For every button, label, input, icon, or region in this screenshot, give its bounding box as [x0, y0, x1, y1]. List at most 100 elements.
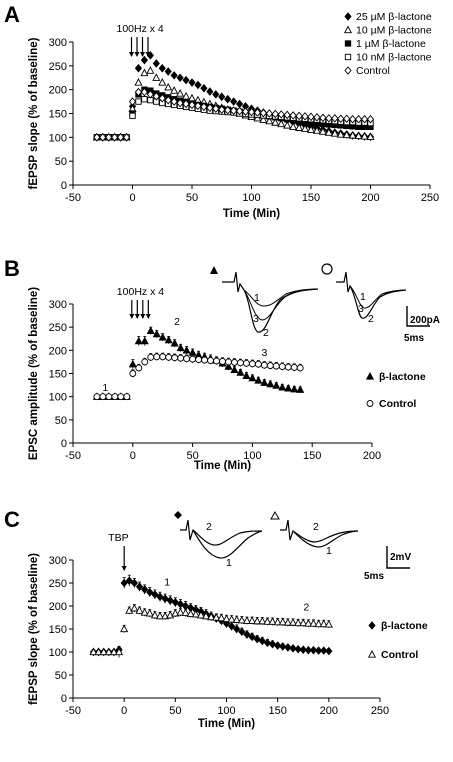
- data-point: [274, 641, 282, 650]
- data-point: [183, 355, 191, 363]
- data-point: [188, 100, 196, 110]
- data-point: [360, 114, 369, 124]
- data-point: [123, 393, 131, 401]
- data-point: [271, 118, 280, 126]
- point-label: 3: [261, 347, 267, 359]
- y-tick-label: 300: [49, 555, 67, 567]
- data-point: [206, 87, 214, 96]
- data-point: [171, 354, 179, 362]
- data-point: [294, 644, 302, 654]
- data-point: [128, 97, 137, 106]
- data-point: [268, 617, 277, 625]
- data-point: [140, 87, 148, 97]
- point-label: 2: [174, 316, 180, 328]
- data-point: [189, 355, 197, 363]
- data-point: [164, 95, 172, 105]
- x-tick-label: 150: [268, 705, 286, 717]
- x-tick-label: -50: [65, 705, 81, 717]
- data-point: [254, 375, 263, 384]
- data-point: [237, 615, 246, 624]
- control-trace-label-2: 2: [368, 313, 374, 325]
- data-point: [306, 125, 316, 133]
- data-point: [295, 111, 303, 121]
- data-point: [331, 113, 339, 123]
- data-point: [117, 393, 125, 401]
- data-point: [337, 114, 345, 124]
- control-fepsp-trace-label-1: 1: [326, 545, 332, 557]
- data-point: [315, 646, 323, 655]
- legend-label: β-lactone: [379, 371, 426, 383]
- data-point: [182, 99, 190, 109]
- data-point: [120, 578, 128, 588]
- data-point: [238, 627, 246, 637]
- data-point: [289, 644, 297, 653]
- data-point: [109, 647, 118, 656]
- data-point: [128, 359, 137, 368]
- data-point: [241, 107, 250, 116]
- data-point: [200, 102, 208, 112]
- x-tick-label: 100: [242, 192, 260, 204]
- trace-label-2: 2: [263, 327, 269, 339]
- data-point: [159, 353, 167, 361]
- legend-label: 10 nM β-lactone: [356, 52, 432, 64]
- data-point: [236, 106, 244, 116]
- data-point: [195, 356, 203, 364]
- data-point: [111, 393, 119, 401]
- data-point: [218, 105, 226, 114]
- data-point: [141, 585, 149, 594]
- control-trace-label-1: 1: [360, 291, 366, 303]
- data-point: [243, 630, 251, 639]
- data-point: [155, 611, 165, 620]
- data-point: [188, 348, 197, 356]
- legend-marker: [366, 400, 374, 407]
- scale-bar-b: [406, 306, 430, 327]
- data-point: [201, 356, 209, 364]
- y-tick-label: 100: [49, 392, 67, 404]
- data-point: [242, 371, 251, 379]
- stimulus-arrowhead: [134, 52, 140, 57]
- data-point: [268, 639, 277, 649]
- data-point: [258, 616, 267, 625]
- data-point: [176, 599, 185, 609]
- data-point: [145, 608, 154, 617]
- data-point: [265, 109, 273, 118]
- data-point: [158, 93, 166, 103]
- legend-label: Control: [381, 649, 418, 661]
- data-point: [135, 98, 142, 105]
- data-point: [224, 105, 232, 115]
- data-point: [242, 616, 252, 624]
- data-point: [253, 108, 262, 117]
- data-point: [176, 343, 185, 352]
- control-fepsp-trace-label-2: 2: [313, 521, 319, 533]
- y-tick-label: 100: [49, 132, 67, 144]
- data-point: [294, 618, 303, 627]
- data-point: [188, 78, 196, 87]
- data-point: [248, 360, 256, 368]
- data-point: [122, 133, 131, 142]
- data-point: [296, 364, 304, 372]
- x-axis-label: Time (Min): [194, 460, 251, 472]
- data-point: [170, 86, 179, 94]
- control-fepsp-trace-marker: [270, 510, 280, 520]
- data-point: [227, 614, 236, 623]
- y-tick-label: 300: [49, 37, 67, 49]
- scale-bar-c-time: 5ms: [364, 571, 384, 582]
- data-point: [164, 67, 172, 76]
- y-tick-label: 50: [55, 156, 67, 168]
- x-tick-label: 250: [371, 705, 389, 717]
- data-point: [153, 353, 161, 361]
- data-point: [152, 73, 161, 81]
- stimulus-arrowhead: [129, 52, 134, 57]
- data-point: [232, 615, 241, 623]
- data-point: [313, 113, 321, 122]
- data-point: [93, 393, 101, 401]
- data-point: [218, 92, 226, 102]
- data-point: [278, 617, 287, 626]
- data-point: [309, 645, 318, 655]
- data-point: [200, 83, 208, 93]
- data-point: [349, 114, 357, 124]
- epsc-traces-inset: 1 3 2 1 3 2 200pA 5ms: [210, 263, 440, 344]
- beta-lactone-fepsp-trace-marker: [174, 511, 182, 519]
- data-point: [277, 119, 286, 128]
- data-point: [140, 336, 149, 345]
